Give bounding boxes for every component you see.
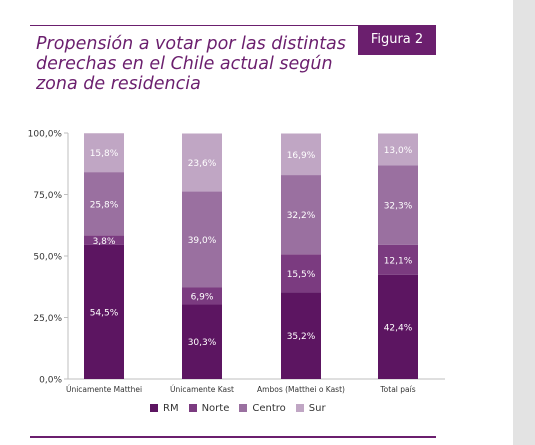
legend-item: Norte xyxy=(188,402,230,414)
data-label: 39,0% xyxy=(188,236,217,246)
bar-segment xyxy=(182,304,222,379)
data-label: 15,8% xyxy=(90,149,119,159)
legend-item: RM xyxy=(150,403,179,414)
data-label: 35,2% xyxy=(287,332,316,342)
bar-segment xyxy=(378,244,418,275)
x-category-label: Ambos (Matthei o Kast) xyxy=(257,385,345,394)
bottom-rule xyxy=(30,436,436,438)
bar-segment xyxy=(281,133,321,176)
legend-item: Sur xyxy=(295,402,326,414)
x-category-label: Únicamente Matthei xyxy=(66,385,142,394)
legend-swatch xyxy=(188,404,197,412)
data-label: 16,9% xyxy=(287,151,316,161)
y-tick-label: 100,0% xyxy=(28,130,63,140)
figure-page: Figura 2 Propensión a votar por las dist… xyxy=(27,25,445,438)
legend-label: Norte xyxy=(201,402,230,414)
x-category-label: Únicamente Kast xyxy=(170,385,234,394)
legend-item: Centro xyxy=(239,402,286,414)
figure-badge: Figura 2 xyxy=(358,25,436,55)
stacked-bar-chart: 0,0% 25,0% 50,0% 75,0% 100,0% 54,5% 3,8% 25,8%… xyxy=(28,130,445,394)
legend-swatch xyxy=(239,404,248,412)
bar-segment xyxy=(84,235,124,245)
data-label: 42,4% xyxy=(384,323,413,333)
bar-segment xyxy=(281,292,321,379)
right-side-panel xyxy=(513,0,535,445)
legend-swatch xyxy=(295,404,304,412)
data-label: 13,0% xyxy=(384,146,413,156)
y-tick-label: 75,0% xyxy=(33,191,62,201)
data-label: 32,3% xyxy=(384,202,413,212)
bar-segment xyxy=(84,244,124,379)
y-tick-label: 50,0% xyxy=(33,253,62,263)
y-tick-label: 25,0% xyxy=(33,314,62,324)
data-label: 12,1% xyxy=(384,256,413,266)
bar-segment xyxy=(84,172,124,236)
bar-segment xyxy=(378,133,418,166)
bar-segment xyxy=(182,287,222,305)
legend-label: Sur xyxy=(308,402,326,414)
data-label: 6,9% xyxy=(191,292,214,302)
bar-segment xyxy=(378,165,418,245)
data-label: 25,8% xyxy=(90,200,119,210)
data-label: 32,2% xyxy=(287,211,316,221)
bar-segment xyxy=(378,274,418,379)
top-rule xyxy=(30,25,436,26)
bar-segment xyxy=(182,133,222,192)
legend-swatch xyxy=(150,404,158,412)
bar-segment xyxy=(182,191,222,288)
data-label: 30,3% xyxy=(188,338,217,348)
data-label: 54,5% xyxy=(90,308,119,318)
bar-segment xyxy=(281,254,321,293)
data-label: 23,6% xyxy=(188,159,217,169)
chart-legend: RM Norte Centro Sur xyxy=(150,400,336,416)
bar-segment xyxy=(84,133,124,173)
data-label: 15,5% xyxy=(287,270,316,280)
legend-label: RM xyxy=(163,402,179,414)
y-tick-label: 0,0% xyxy=(39,376,62,386)
chart-title: Propensión a votar por las distintas der… xyxy=(36,34,346,94)
x-category-label: Total país xyxy=(379,385,415,394)
legend-label: Centro xyxy=(252,402,286,414)
bar-segment xyxy=(281,175,321,255)
data-label: 3,8% xyxy=(93,237,116,247)
